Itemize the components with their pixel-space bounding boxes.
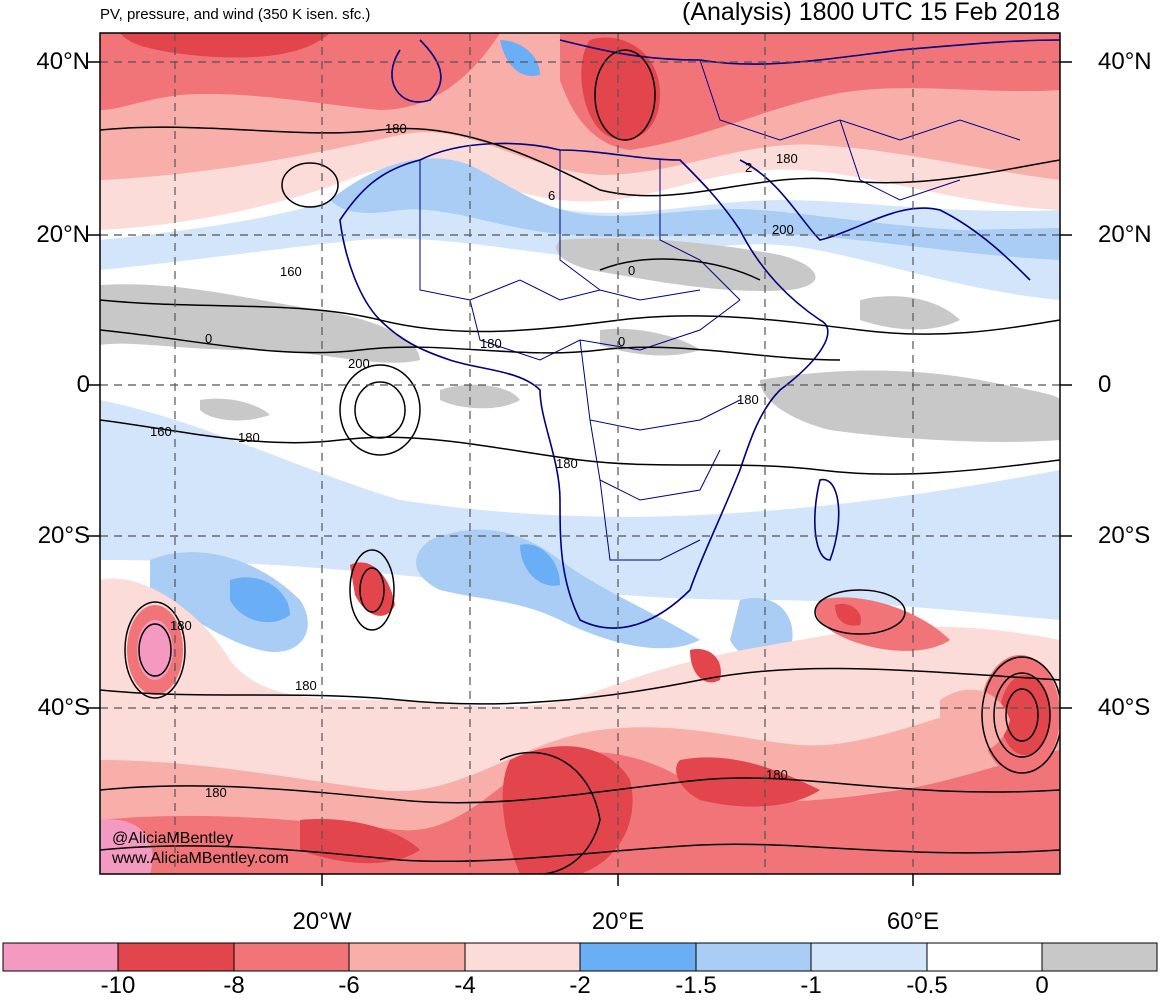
lat-label-left: 20°N: [36, 221, 90, 248]
lat-label-left: 0: [76, 371, 90, 398]
contour-label: 180: [238, 430, 260, 445]
lon-label: 20°W: [292, 908, 352, 935]
contour-label: 0: [618, 334, 625, 349]
colorbar-swatch: [579, 942, 697, 972]
colorbar-swatch: [117, 942, 235, 972]
contour-label: 160: [150, 424, 172, 439]
lat-label-left: 40°N: [36, 48, 90, 75]
contour-label: 0: [628, 263, 635, 278]
contour-label: 2: [745, 160, 752, 175]
map-frame: [88, 32, 1072, 886]
map-title: (Analysis) 1800 UTC 15 Feb 2018: [682, 0, 1060, 26]
colorbar-label: -6: [338, 972, 360, 999]
lat-label-left: 40°S: [37, 694, 90, 721]
pv-shading: [100, 33, 1060, 874]
map-subtitle: PV, pressure, and wind (350 K isen. sfc.…: [100, 6, 371, 23]
colorbar: [2, 942, 1158, 972]
contour-label: 180: [737, 392, 759, 407]
colorbar-label: -10: [100, 972, 136, 999]
contour-label: 0: [205, 331, 212, 346]
graticule: [100, 33, 1060, 874]
contour-label: 180: [556, 456, 578, 471]
colorbar-label: -0.5: [906, 972, 948, 999]
colorbar-label: -1.5: [675, 972, 717, 999]
pressure-contours: [100, 49, 1060, 874]
contour-label: 180: [385, 121, 407, 136]
country-borders: [419, 59, 1021, 561]
lat-label-left: 20°S: [37, 522, 90, 549]
colorbar-label: -4: [454, 972, 476, 999]
colorbar-swatch: [348, 942, 466, 972]
contour-label: 180: [480, 336, 502, 351]
lat-label-right: 40°N: [1098, 48, 1152, 75]
colorbar-swatch: [695, 942, 812, 972]
colorbar-label: -2: [569, 972, 591, 999]
colorbar-label: 0: [1035, 972, 1049, 999]
lat-label-right: 20°S: [1098, 522, 1151, 549]
colorbar-swatch: [926, 942, 1043, 972]
lon-label: 60°E: [886, 908, 940, 935]
colorbar-swatch: [464, 942, 581, 972]
colorbar-swatch: [233, 942, 350, 972]
colorbar-swatch: [1041, 942, 1158, 972]
lat-label-right: 0: [1098, 371, 1112, 398]
lat-label-right: 20°N: [1098, 221, 1152, 248]
colorbar-swatch: [810, 942, 928, 972]
contour-label: 180: [766, 767, 788, 782]
lat-label-right: 40°S: [1098, 694, 1151, 721]
colorbar-label: -8: [223, 972, 245, 999]
colorbar-label: -1: [800, 972, 822, 999]
credit-url: www.AliciaMBentley.com: [112, 850, 289, 867]
contour-label: 160: [280, 264, 302, 279]
lon-label: 20°E: [591, 908, 645, 935]
contour-label: 180: [170, 618, 192, 633]
credit-handle: @AliciaMBentley: [112, 830, 234, 847]
contour-label: 180: [205, 785, 227, 800]
contour-label: 6: [548, 188, 555, 203]
coastlines: [339, 39, 1060, 629]
colorbar-swatch: [2, 942, 119, 972]
contour-label: 200: [348, 356, 370, 371]
contour-label: 200: [772, 222, 794, 237]
contour-label: 180: [776, 151, 798, 166]
contour-label: 180: [295, 678, 317, 693]
